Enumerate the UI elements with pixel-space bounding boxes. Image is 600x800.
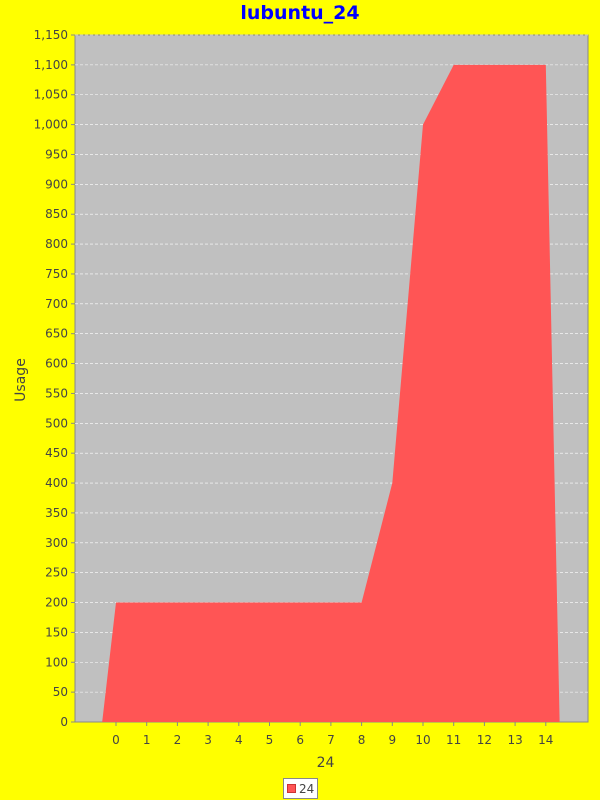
y-tick-label: 250 xyxy=(45,566,68,580)
y-tick-label: 1,150 xyxy=(34,28,68,42)
y-tick-label: 850 xyxy=(45,207,68,221)
x-tick-label: 10 xyxy=(415,733,430,747)
y-tick-label: 500 xyxy=(45,416,68,430)
y-tick-label: 0 xyxy=(60,715,68,729)
x-tick-label: 2 xyxy=(174,733,182,747)
y-tick-label: 1,100 xyxy=(34,58,68,72)
legend: 24 xyxy=(283,778,319,799)
legend-label: 24 xyxy=(299,781,315,796)
x-tick-label: 6 xyxy=(296,733,304,747)
series-layer xyxy=(102,64,560,722)
axes: 0501001502002503003504004505005506006507… xyxy=(34,28,554,747)
x-tick-label: 14 xyxy=(538,733,553,747)
y-tick-label: 600 xyxy=(45,357,68,371)
area-series-24 xyxy=(102,64,560,722)
chart-title: lubuntu_24 xyxy=(240,2,360,24)
y-tick-label: 50 xyxy=(53,685,68,699)
y-tick-label: 150 xyxy=(45,625,68,639)
y-tick-label: 300 xyxy=(45,536,68,550)
x-axis-label: 24 xyxy=(317,755,335,771)
x-tick-label: 1 xyxy=(143,733,151,747)
y-tick-label: 750 xyxy=(45,267,68,281)
y-tick-label: 1,050 xyxy=(34,88,68,102)
x-tick-label: 5 xyxy=(266,733,274,747)
y-tick-label: 800 xyxy=(45,237,68,251)
x-tick-label: 12 xyxy=(477,733,492,747)
y-axis-label: Usage xyxy=(13,358,29,402)
x-tick-label: 4 xyxy=(235,733,243,747)
y-tick-label: 550 xyxy=(45,386,68,400)
x-tick-label: 0 xyxy=(112,733,120,747)
legend-swatch xyxy=(287,784,296,793)
x-tick-label: 7 xyxy=(327,733,335,747)
y-tick-label: 200 xyxy=(45,596,68,610)
y-tick-label: 650 xyxy=(45,327,68,341)
y-tick-label: 1,000 xyxy=(34,118,68,132)
y-tick-label: 400 xyxy=(45,476,68,490)
y-tick-label: 100 xyxy=(45,655,68,669)
y-tick-label: 900 xyxy=(45,177,68,191)
y-tick-label: 350 xyxy=(45,506,68,520)
y-tick-label: 450 xyxy=(45,446,68,460)
y-tick-label: 950 xyxy=(45,147,68,161)
x-tick-label: 3 xyxy=(204,733,212,747)
x-tick-label: 9 xyxy=(388,733,396,747)
y-tick-label: 700 xyxy=(45,297,68,311)
x-tick-label: 11 xyxy=(446,733,461,747)
x-tick-label: 8 xyxy=(358,733,366,747)
x-tick-label: 13 xyxy=(507,733,522,747)
